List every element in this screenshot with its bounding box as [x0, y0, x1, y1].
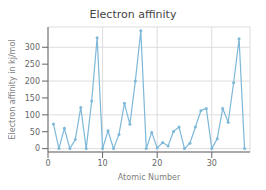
svg-text:200: 200 [25, 77, 40, 86]
svg-text:0: 0 [35, 144, 40, 153]
svg-text:20: 20 [152, 159, 162, 168]
svg-text:300: 300 [25, 43, 40, 52]
svg-text:250: 250 [25, 60, 40, 69]
svg-text:100: 100 [25, 111, 40, 120]
html-text:Electron affinity: Electron affinity [89, 8, 177, 21]
svg-text:0: 0 [45, 159, 50, 168]
svg-text:Electron affinity in kj/mol: Electron affinity in kj/mol [8, 40, 17, 140]
svg-text:50: 50 [30, 128, 40, 137]
svg-text:150: 150 [25, 94, 40, 103]
svg-text:10: 10 [98, 159, 108, 168]
svg-text:Atomic Number: Atomic Number [118, 173, 181, 182]
svg-text:30: 30 [207, 159, 217, 168]
